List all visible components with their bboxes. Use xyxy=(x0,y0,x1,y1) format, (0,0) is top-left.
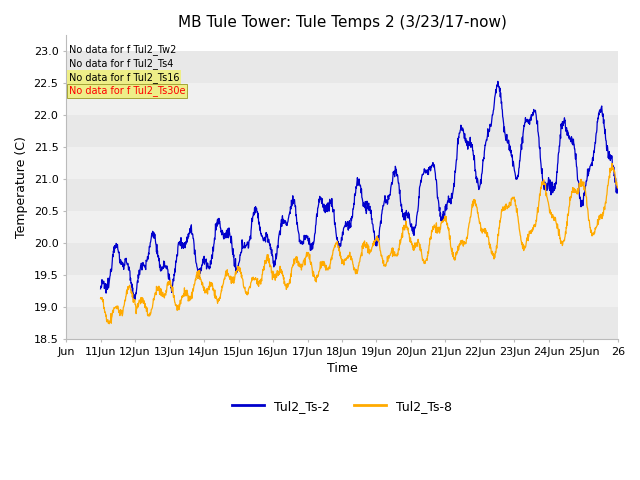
Legend: Tul2_Ts-2, Tul2_Ts-8: Tul2_Ts-2, Tul2_Ts-8 xyxy=(227,395,457,418)
Bar xyxy=(66,179,618,211)
Bar xyxy=(66,147,618,179)
Bar xyxy=(66,51,618,83)
Text: No data for f Tul2_Ts30e: No data for f Tul2_Ts30e xyxy=(69,85,186,96)
Title: MB Tule Tower: Tule Temps 2 (3/23/17-now): MB Tule Tower: Tule Temps 2 (3/23/17-now… xyxy=(177,15,506,30)
Text: No data for f Tul2_Ts4: No data for f Tul2_Ts4 xyxy=(69,58,173,69)
Text: No data for f Tul2_Ts16: No data for f Tul2_Ts16 xyxy=(69,72,179,83)
Bar xyxy=(66,243,618,275)
Bar xyxy=(66,275,618,307)
Bar xyxy=(66,307,618,339)
Bar xyxy=(66,83,618,115)
Y-axis label: Temperature (C): Temperature (C) xyxy=(15,136,28,238)
Bar xyxy=(66,115,618,147)
Bar xyxy=(66,211,618,243)
X-axis label: Time: Time xyxy=(326,362,357,375)
Text: No data for f Tul2_Tw2: No data for f Tul2_Tw2 xyxy=(69,45,176,55)
